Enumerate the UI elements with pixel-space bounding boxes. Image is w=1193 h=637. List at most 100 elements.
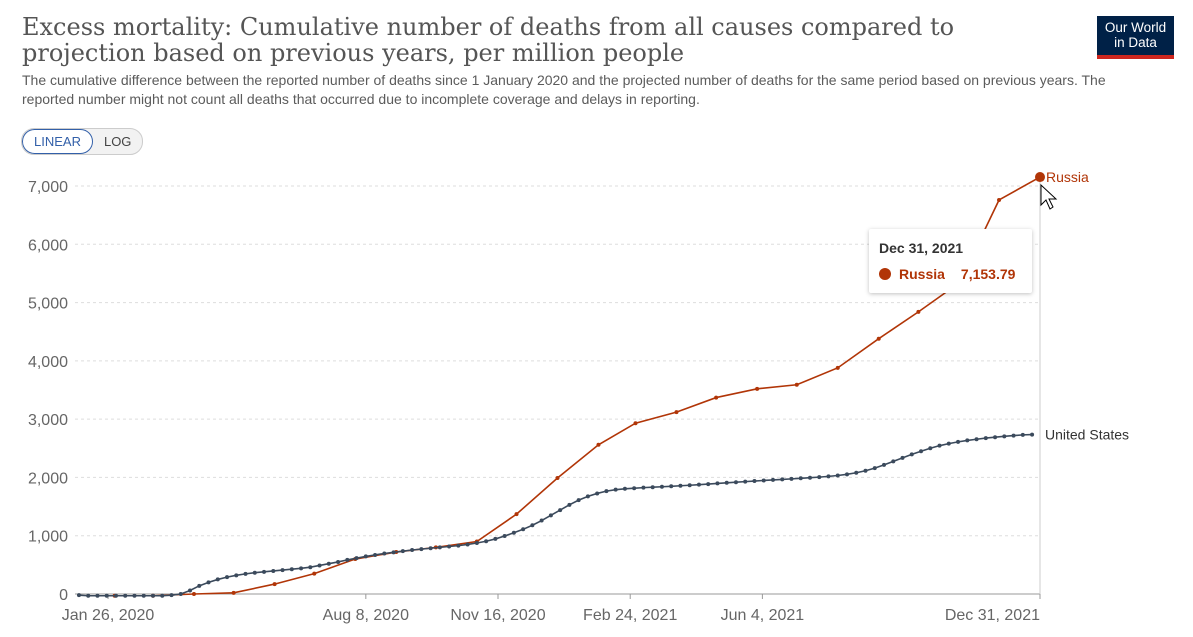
russia-point	[514, 512, 519, 517]
united-states-point	[474, 541, 479, 545]
mouse-cursor-icon	[1040, 183, 1058, 210]
united-states-point	[733, 480, 738, 485]
tooltip-dot-icon	[879, 268, 891, 280]
united-states-point	[882, 462, 887, 467]
series-labels: Russia United States	[1045, 169, 1129, 443]
united-states-point	[567, 502, 572, 507]
y-tick-label: 1,000	[28, 529, 68, 546]
united-states-point	[521, 527, 526, 532]
united-states-point	[484, 539, 489, 544]
united-states-point	[197, 583, 202, 588]
tooltip-row: Russia 7,153.79	[879, 266, 1022, 282]
united-states-point	[410, 547, 415, 552]
x-tick-label: Jan 26, 2020	[62, 607, 155, 624]
russia-point	[876, 336, 881, 341]
united-states-point	[743, 479, 748, 484]
united-states-point	[613, 487, 618, 492]
united-states-point	[113, 593, 118, 598]
united-states-point	[826, 474, 831, 479]
y-axis-ticks: 0 1,000 2,000 3,000 4,000 5,000 6,000 7,000	[28, 179, 68, 604]
united-states-point	[761, 478, 766, 483]
russia-line	[114, 176, 1041, 597]
russia-point	[312, 571, 317, 576]
russia-point	[633, 421, 638, 426]
united-states-point	[835, 473, 840, 478]
united-states-point	[928, 446, 933, 451]
united-states-point	[76, 593, 81, 598]
russia-point	[1035, 172, 1045, 183]
united-states-point	[502, 534, 507, 539]
russia-point	[794, 382, 799, 387]
united-states-point	[817, 475, 822, 480]
x-tick-label: Feb 24, 2021	[583, 607, 677, 624]
united-states-point	[456, 543, 461, 548]
united-states-line	[78, 433, 1033, 597]
united-states-point	[678, 483, 683, 488]
russia-point	[555, 476, 560, 481]
united-states-point	[659, 484, 664, 489]
united-states-point	[262, 569, 267, 574]
x-tick-label: Jun 4, 2021	[721, 607, 805, 624]
russia-point	[191, 592, 196, 596]
united-states-point	[752, 479, 757, 484]
linear-scale-button[interactable]: LINEAR	[22, 129, 93, 154]
united-states-point	[1030, 432, 1035, 437]
russia-point	[916, 309, 921, 314]
y-tick-label: 7,000	[28, 179, 68, 196]
united-states-point	[188, 588, 193, 593]
x-tick-label: Nov 16, 2020	[450, 607, 545, 624]
united-states-point	[123, 593, 128, 598]
united-states-point	[983, 436, 988, 441]
united-states-point	[872, 466, 877, 471]
x-tick-label: Aug 8, 2020	[323, 607, 409, 624]
united-states-point	[946, 441, 951, 446]
united-states-point	[919, 449, 924, 454]
united-states-point	[215, 577, 220, 582]
united-states-point	[354, 556, 359, 561]
united-states-point	[854, 470, 859, 475]
russia-point	[835, 365, 840, 370]
y-tick-label: 2,000	[28, 470, 68, 487]
united-states-point	[178, 592, 183, 596]
russia-point	[714, 395, 719, 400]
united-states-point	[780, 477, 785, 482]
united-states-point	[706, 482, 711, 487]
united-states-point	[770, 477, 775, 482]
united-states-point	[539, 518, 544, 523]
united-states-point	[428, 546, 433, 551]
united-states-point	[160, 593, 165, 598]
russia-point	[674, 410, 679, 415]
united-states-point	[326, 561, 331, 566]
united-states-point	[419, 547, 424, 552]
logo-line-1: Our World	[1104, 20, 1167, 35]
united-states-point	[909, 452, 914, 457]
united-states-point	[86, 593, 91, 598]
united-states-point	[530, 523, 535, 528]
united-states-point	[234, 573, 239, 578]
series-lines	[76, 172, 1045, 598]
united-states-point	[252, 570, 257, 575]
united-states-point	[696, 482, 701, 487]
united-states-point	[1011, 433, 1016, 438]
united-states-point	[206, 580, 211, 585]
united-states-point	[789, 476, 794, 481]
united-states-point	[974, 437, 979, 442]
tooltip-value: 7,153.79	[960, 266, 1016, 282]
united-states-point	[993, 435, 998, 440]
y-tick-label: 4,000	[28, 354, 68, 371]
y-tick-label: 5,000	[28, 296, 68, 313]
owid-logo[interactable]: Our World in Data	[1097, 16, 1174, 59]
united-states-point	[891, 459, 896, 464]
y-tick-label: 0	[59, 587, 68, 604]
united-states-point	[595, 491, 600, 496]
united-states-point	[280, 568, 285, 573]
chart-subtitle: The cumulative difference between the re…	[22, 72, 1106, 107]
united-states-point	[548, 513, 553, 518]
scale-toggle: LINEAR LOG	[21, 128, 144, 155]
united-states-point	[289, 567, 294, 572]
tooltip-date: Dec 31, 2021	[879, 240, 964, 256]
united-states-point	[863, 468, 868, 473]
united-states-point	[724, 480, 729, 485]
united-states-point	[641, 485, 646, 490]
log-scale-button[interactable]: LOG	[103, 134, 132, 149]
